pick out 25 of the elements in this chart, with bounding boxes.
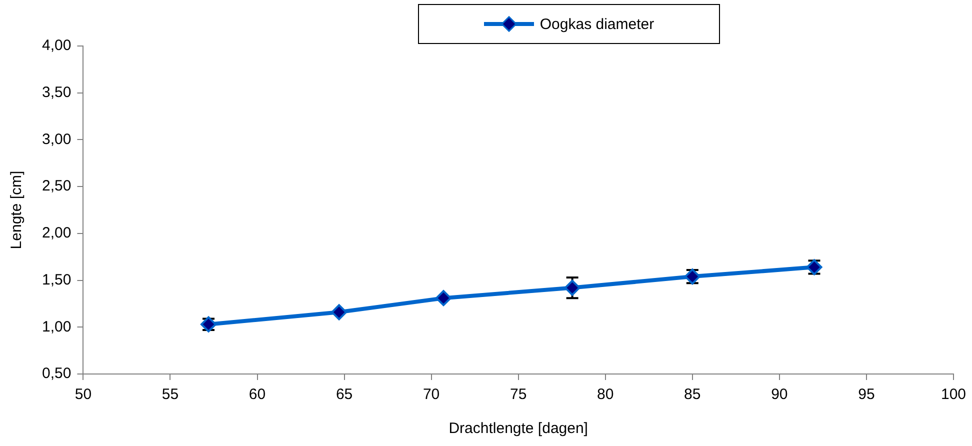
- x-tick-label: 65: [336, 386, 353, 404]
- y-tick-label: 1,50: [42, 271, 72, 288]
- x-tick-label: 100: [940, 386, 966, 404]
- x-tick-label: 70: [422, 386, 440, 404]
- x-tick-label: 95: [858, 386, 875, 404]
- point: [564, 280, 580, 296]
- x-tick-label: 75: [510, 386, 527, 404]
- x-tick-label: 80: [597, 386, 614, 404]
- y-tick-label: 2,00: [42, 224, 72, 242]
- x-tick-label: 60: [248, 386, 266, 404]
- point: [331, 304, 348, 320]
- x-tick-label: 85: [684, 386, 701, 404]
- y-axis-title: Lengte [cm]: [8, 170, 26, 250]
- y-tick-label: 4,00: [42, 37, 72, 54]
- x-axis-title: Drachtlengte [dagen]: [448, 420, 588, 438]
- y-tick-label: 3,50: [42, 84, 72, 101]
- x-tick-label: 50: [74, 386, 92, 404]
- y-tick-label: 2,50: [42, 178, 72, 195]
- y-tick-label: 0,50: [42, 365, 72, 382]
- x-tick-label: 90: [771, 386, 788, 404]
- point: [435, 290, 452, 306]
- y-tick-label: 1,00: [42, 318, 72, 336]
- legend-label: Oogkas diameter: [540, 16, 654, 32]
- x-tick-label: 55: [162, 386, 179, 404]
- y-tick-label: 3,00: [42, 130, 72, 148]
